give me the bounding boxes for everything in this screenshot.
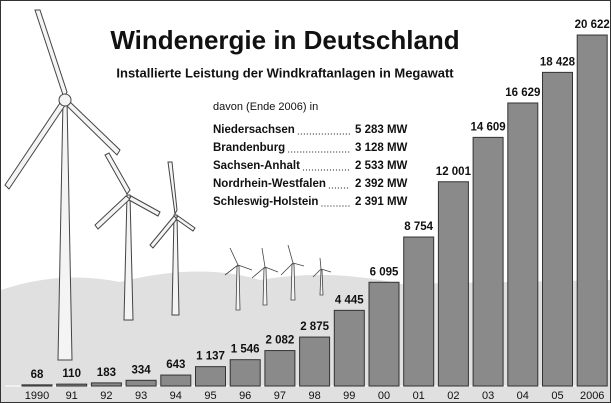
bar [56,383,88,387]
note-name: Niedersachsen [213,124,295,136]
value-label: 2 875 [300,321,329,333]
value-label: 4 445 [335,294,364,306]
value-label: 6 095 [370,266,399,278]
value-label: 110 [62,368,81,380]
value-label: 643 [166,359,185,371]
value-label: 16 629 [505,87,540,99]
value-label: 14 609 [471,121,506,133]
bar [437,181,469,387]
value-label: 68 [31,369,44,381]
bar [264,350,296,387]
x-tick-label: 96 [239,390,251,402]
value-label: 1 137 [196,351,225,363]
x-tick-label: 1990 [25,390,49,402]
value-label: 2 082 [266,335,295,347]
bar [195,366,226,387]
x-tick-label: 93 [135,390,147,402]
value-label: 1 546 [231,344,260,356]
chart-subtitle: Installierte Leistung der Windkraftanlag… [116,65,454,80]
x-tick-label: 05 [551,390,563,402]
note-name: Nordrhein-Westfalen [213,178,326,190]
note-value: 2 533 MW [355,160,408,172]
bar [333,309,365,387]
x-tick-label: 98 [308,390,320,402]
bar [542,71,573,387]
note-value: 3 128 MW [355,142,408,154]
value-label: 20 622 [575,19,610,31]
note-name: Sachsen-Anhalt [213,160,300,172]
bar [403,236,435,387]
note-name: Brandenburg [213,142,285,154]
x-tick-label: 97 [274,390,286,402]
bar [125,379,157,387]
chart-title: Windenergie in Deutschland [110,25,459,55]
note-value: 2 391 MW [355,196,408,208]
bar [368,281,400,387]
value-label: 18 428 [540,56,576,68]
note-heading: davon (Ende 2006) in [213,101,318,113]
x-tick-label: 00 [378,390,390,402]
x-tick-label: 02 [447,390,459,402]
bar [90,382,122,387]
windmills [4,9,332,361]
x-tick-label: 94 [170,390,182,402]
x-tick-label: 03 [482,390,494,402]
value-label: 12 001 [436,166,472,178]
x-tick-label: 91 [66,390,78,402]
x-tick-label: 04 [517,390,529,402]
x-tick-label: 01 [413,390,425,402]
bar [472,136,504,387]
value-label: 183 [97,367,116,379]
bar [229,359,261,387]
note-value: 5 283 MW [355,124,408,136]
bar [160,374,192,387]
bar [299,336,331,387]
bar [507,102,539,387]
x-tick-label: 95 [204,390,216,402]
bar [576,34,608,387]
value-label: 334 [132,364,152,376]
note-name: Schleswig-Holstein [213,196,318,208]
bar [21,384,53,387]
x-tick-label: 2006 [580,390,604,402]
note-value: 2 392 MW [355,178,408,190]
x-tick-label: 92 [100,390,112,402]
value-label: 8 754 [404,221,433,233]
x-tick-label: 99 [343,390,355,402]
